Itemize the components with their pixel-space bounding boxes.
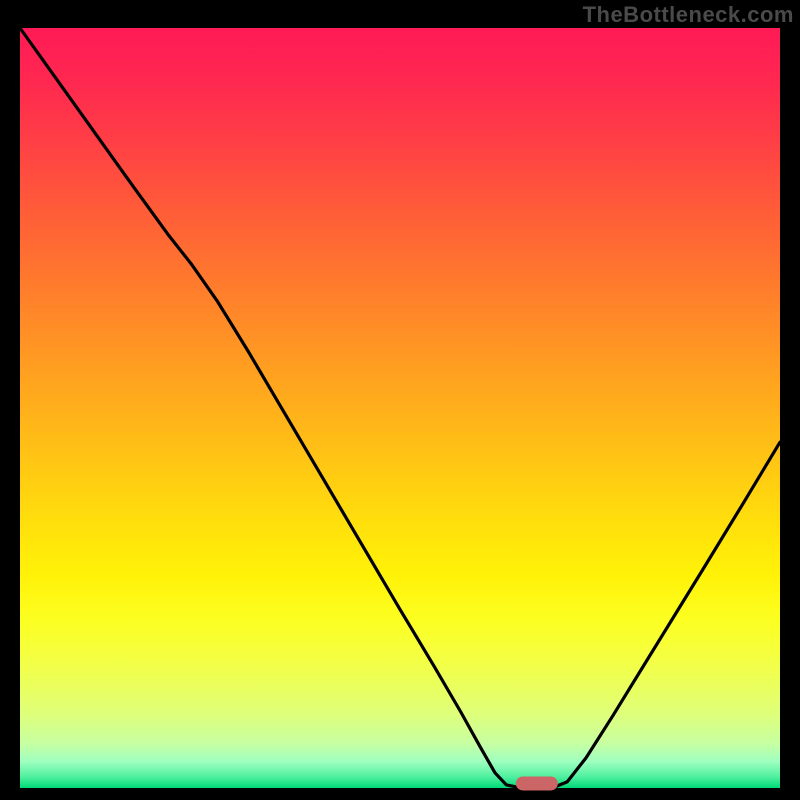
optimal-marker bbox=[516, 776, 558, 790]
chart-container: TheBottleneck.com bbox=[0, 0, 800, 800]
bottleneck-chart bbox=[0, 0, 800, 800]
gradient-background bbox=[20, 28, 780, 788]
watermark-text: TheBottleneck.com bbox=[583, 2, 794, 28]
